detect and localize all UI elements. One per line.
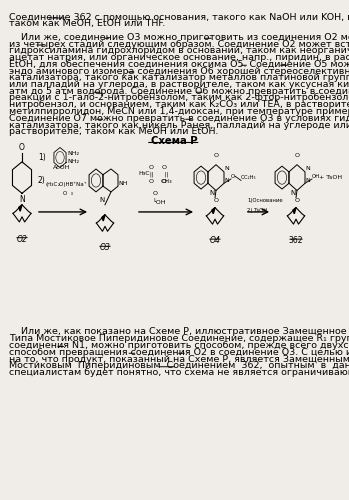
- Text: растворителе, таком как MeOH или EtOH.: растворителе, таком как MeOH или EtOH.: [9, 128, 218, 136]
- Text: из четырех стадий следующим образом. Соединение O2 может вступать в реакцию с: из четырех стадий следующим образом. Сое…: [9, 40, 349, 48]
- Text: O: O: [231, 174, 235, 178]
- Text: N: N: [224, 178, 229, 183]
- Text: 362: 362: [289, 236, 303, 246]
- Text: O3: O3: [99, 244, 110, 252]
- Polygon shape: [102, 215, 105, 221]
- Text: AcOH: AcOH: [53, 165, 70, 170]
- Text: соединения N1, можно приготовить способом, прежде всего двухстадийным, «one-pot»: соединения N1, можно приготовить способо…: [9, 341, 349, 350]
- Text: Схема P: Схема P: [151, 136, 198, 146]
- Text: на то, что продукт, показанный на Схеме P, является Замещенным Хиноксалинового Т: на то, что продукт, показанный на Схеме …: [9, 354, 349, 364]
- Text: O: O: [295, 198, 299, 202]
- Text: N: N: [224, 166, 229, 172]
- Text: 2): 2): [38, 176, 46, 185]
- Text: O    O: O O: [149, 165, 167, 170]
- Text: O4: O4: [209, 236, 221, 246]
- Polygon shape: [19, 205, 22, 211]
- Text: O: O: [153, 191, 158, 196]
- Text: метилпирролидон, MeCN или 1,4-диоксан, при температуре примерно от 100°C до 110°: метилпирролидон, MeCN или 1,4-диоксан, п…: [9, 107, 349, 116]
- Text: H₃C: H₃C: [138, 171, 150, 176]
- Text: атм до 5 атм водорода. Соединение O6 можно превратить в соединение O7 с помощью: атм до 5 атм водорода. Соединение O6 мож…: [9, 87, 349, 96]
- Text: (H₃C: (H₃C: [46, 182, 58, 187]
- Text: OH: OH: [312, 174, 320, 178]
- Text: Или же, как показано на Схеме P, иллюстративное Замещенное Хиноксалинового: Или же, как показано на Схеме P, иллюстр…: [9, 328, 349, 336]
- Polygon shape: [293, 208, 296, 214]
- Text: N: N: [290, 190, 296, 196]
- Text: Соединение 362 с помощью основания, такого как NaOH или KOH, в воде и растворите: Соединение 362 с помощью основания, тако…: [9, 12, 349, 22]
- Text: N: N: [99, 198, 105, 203]
- Text: O    O: O O: [149, 180, 167, 184]
- Text: ацетат натрия, или органическое основание, напр., пиридин, в растворителе, таком: ацетат натрия, или органическое основани…: [9, 53, 349, 62]
- Text: Типа Мостиковое Пиперидиновое Соединение, содержащее R₁ группу, образованную из: Типа Мостиковое Пиперидиновое Соединение…: [9, 334, 349, 344]
- Text: O  ₃: O ₃: [63, 191, 73, 196]
- Text: эндо аминового изомера соединения O6 хорошей стереоселективности с помощью: эндо аминового изомера соединения O6 хор…: [9, 66, 349, 76]
- Text: O: O: [19, 143, 25, 152]
- Text: O: O: [214, 198, 218, 202]
- Text: ₂O)HB⁺Na⁺: ₂O)HB⁺Na⁺: [58, 182, 88, 188]
- Text: специалистам будет понятно, что схема не является ограничивающей и применима к: специалистам будет понятно, что схема не…: [9, 368, 349, 377]
- Text: N: N: [209, 190, 215, 196]
- Text: Мостиковым  Пиперидиновым  Соединением  362,  опытным  в  данной  области: Мостиковым Пиперидиновым Соединением 362…: [9, 361, 349, 370]
- Text: 1)Основание: 1)Основание: [247, 198, 283, 203]
- Text: CH₃: CH₃: [161, 180, 173, 184]
- Text: или палладий на углерода, в растворителе, таком как уксусная кислота, в атмосфер: или палладий на углерода, в растворителе…: [9, 80, 349, 89]
- Text: таком как MeOH, EtOH или THF.: таком как MeOH, EtOH или THF.: [9, 19, 165, 28]
- Text: ||       ||: || ||: [150, 172, 168, 178]
- Polygon shape: [212, 208, 215, 214]
- Text: 2) TsOH: 2) TsOH: [247, 208, 267, 213]
- Text: гидроксиламина гидрохлоридом в основании, таком как неорганическое основание, на: гидроксиламина гидрохлоридом в основании…: [9, 46, 349, 55]
- Text: EtOH, для обеспечения соединения оксима O5. Соединение O5 можно восстановить до: EtOH, для обеспечения соединения оксима …: [9, 60, 349, 68]
- Text: NH₂: NH₂: [67, 160, 79, 164]
- Text: N: N: [305, 178, 310, 183]
- Text: нитробензол, и основанием, таким как K₂CO₃ или TEA, в растворителе, таком как DM: нитробензол, и основанием, таким как K₂C…: [9, 100, 349, 110]
- Text: Соединение O7 можно превратить в соединение O3 в условиях гидрирования с помощью: Соединение O7 можно превратить в соедине…: [9, 114, 349, 122]
- Text: N: N: [305, 166, 310, 172]
- Text: + TsOH: + TsOH: [319, 175, 342, 180]
- Text: катализатора, такого как катализатор металлов платиновой группы, напр., оксида п: катализатора, такого как катализатор мет…: [9, 74, 349, 82]
- Text: └OH: └OH: [152, 199, 165, 205]
- Text: катализатора, такого как никель Ранея, палладий на углероде или оксид платины, в: катализатора, такого как никель Ранея, п…: [9, 120, 349, 130]
- Text: Или же, соединение O3 можно приготовить из соединения O2 методом, состоящим: Или же, соединение O3 можно приготовить …: [9, 33, 349, 42]
- Text: O: O: [295, 152, 299, 158]
- Text: N: N: [19, 195, 25, 204]
- Text: NH: NH: [118, 181, 127, 186]
- Text: способом превращения соединения O2 в соединение O3. С целью иллюстрации, не смот: способом превращения соединения O2 в сое…: [9, 348, 349, 357]
- Text: реакции с 1-гало-2-нитробензолом, таким как 2-фтор-нитробензол или 2-хлор-: реакции с 1-гало-2-нитробензолом, таким …: [9, 94, 349, 102]
- Text: OC₂H₅: OC₂H₅: [241, 175, 257, 180]
- Text: O2: O2: [16, 235, 28, 244]
- Text: O: O: [214, 152, 218, 158]
- Text: NH₂: NH₂: [67, 150, 79, 156]
- Text: 1): 1): [38, 153, 46, 162]
